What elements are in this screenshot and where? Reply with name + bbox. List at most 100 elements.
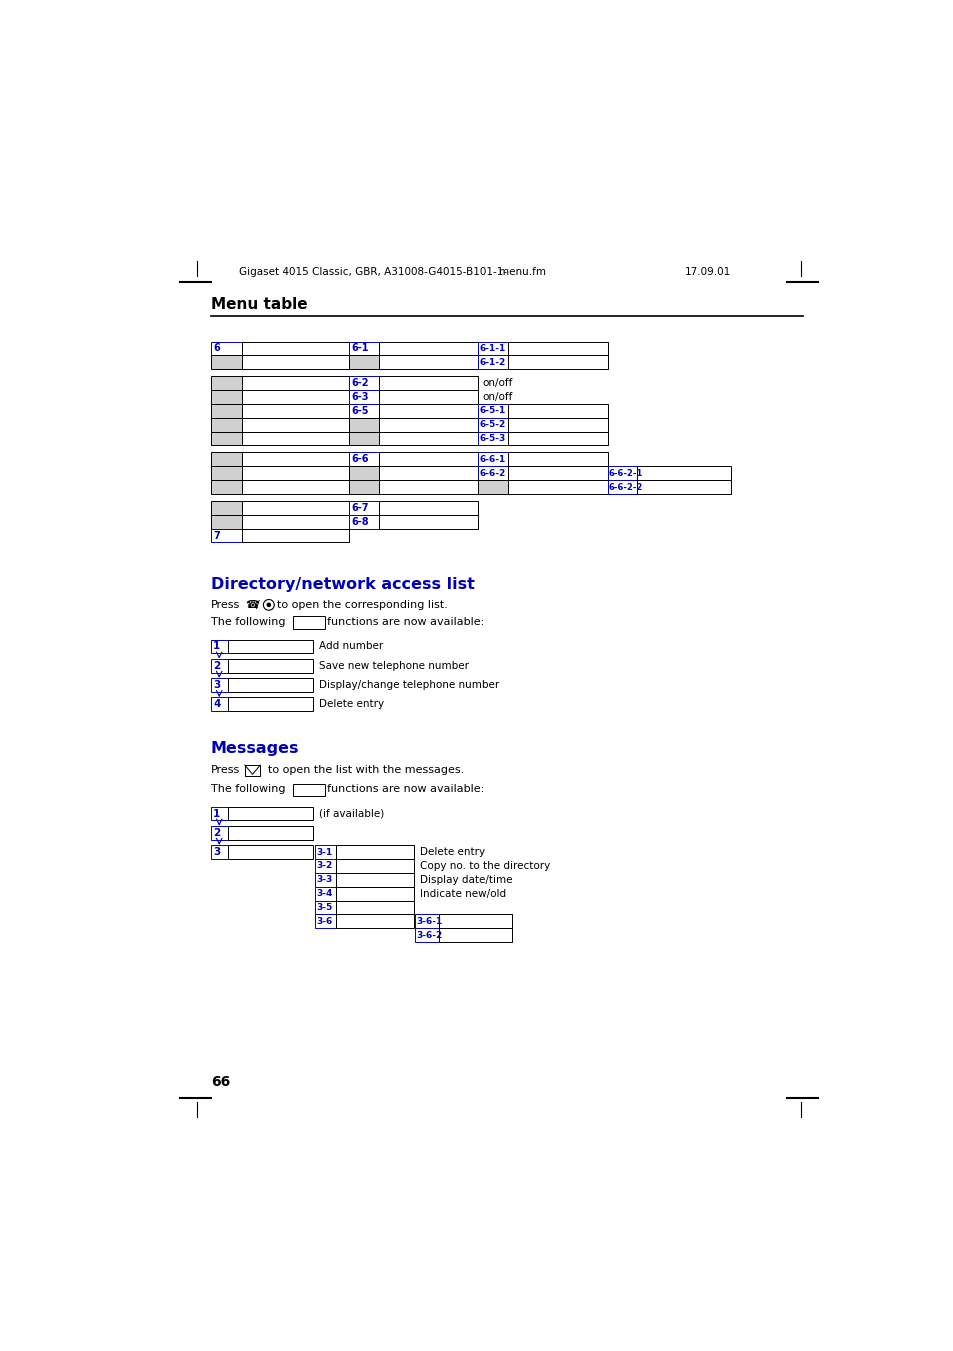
Text: 3-1: 3-1 xyxy=(315,847,332,857)
Bar xyxy=(241,376,349,390)
Text: 6-1: 6-1 xyxy=(351,343,368,354)
Bar xyxy=(241,417,349,431)
Bar xyxy=(241,480,349,494)
Bar xyxy=(349,390,378,404)
Bar xyxy=(508,355,607,369)
Bar xyxy=(241,466,349,480)
Text: 3-5: 3-5 xyxy=(315,902,332,912)
Bar xyxy=(293,616,324,628)
Bar xyxy=(477,404,508,417)
Text: 66: 66 xyxy=(211,1075,230,1089)
Bar xyxy=(378,431,477,446)
Bar xyxy=(211,480,241,494)
Bar xyxy=(378,355,477,369)
Text: Press: Press xyxy=(211,600,240,609)
Text: functions are now available:: functions are now available: xyxy=(327,784,484,794)
Bar xyxy=(241,431,349,446)
Bar xyxy=(211,528,241,543)
Bar xyxy=(211,404,241,417)
Bar xyxy=(637,480,731,494)
Bar xyxy=(335,915,414,928)
Bar xyxy=(314,859,335,873)
Text: 6-1-1: 6-1-1 xyxy=(479,345,505,353)
Bar xyxy=(211,390,241,404)
Text: Display/change telephone number: Display/change telephone number xyxy=(319,680,499,690)
Bar xyxy=(335,873,414,886)
Bar xyxy=(211,659,228,673)
Bar xyxy=(378,342,477,355)
Bar xyxy=(211,678,228,692)
Bar xyxy=(378,390,477,404)
Bar xyxy=(349,417,378,431)
Text: 6-5-3: 6-5-3 xyxy=(479,434,505,443)
Text: 3-6-2: 3-6-2 xyxy=(416,931,442,940)
Bar xyxy=(314,915,335,928)
Text: 6-1-2: 6-1-2 xyxy=(479,358,505,367)
Bar xyxy=(241,355,349,369)
Bar xyxy=(415,915,438,928)
Bar xyxy=(438,928,512,942)
Text: The following: The following xyxy=(211,617,285,627)
Text: 17.09.01: 17.09.01 xyxy=(684,267,731,277)
Text: 3-4: 3-4 xyxy=(315,889,333,898)
Bar xyxy=(241,515,349,528)
Bar xyxy=(228,639,313,654)
Text: Add number: Add number xyxy=(319,642,383,651)
Bar xyxy=(211,807,228,820)
Text: 2: 2 xyxy=(213,828,220,838)
Bar xyxy=(378,501,477,515)
Bar xyxy=(508,417,607,431)
Bar xyxy=(378,453,477,466)
Text: 6-6-2: 6-6-2 xyxy=(479,469,505,478)
Bar xyxy=(211,466,241,480)
Bar xyxy=(228,807,313,820)
Bar xyxy=(378,417,477,431)
Bar xyxy=(314,846,335,859)
Bar xyxy=(378,480,477,494)
Bar xyxy=(211,697,228,711)
Bar xyxy=(607,466,637,480)
Text: ☎: ☎ xyxy=(245,600,259,609)
Bar xyxy=(211,342,241,355)
Bar xyxy=(349,342,378,355)
Text: 6-6: 6-6 xyxy=(351,454,368,465)
Bar xyxy=(477,453,508,466)
Bar xyxy=(314,901,335,915)
Bar xyxy=(378,515,477,528)
Bar xyxy=(508,342,607,355)
Bar xyxy=(241,390,349,404)
Text: to open the list with the messages.: to open the list with the messages. xyxy=(268,766,464,775)
Text: 2: 2 xyxy=(213,661,220,670)
Bar xyxy=(241,501,349,515)
Bar xyxy=(228,825,313,840)
Text: 6-5: 6-5 xyxy=(351,405,368,416)
Bar xyxy=(228,659,313,673)
Text: Menu table: Menu table xyxy=(211,297,307,312)
Bar xyxy=(293,784,324,796)
Bar xyxy=(349,404,378,417)
Bar xyxy=(211,501,241,515)
Bar xyxy=(637,466,731,480)
Bar xyxy=(228,678,313,692)
Bar xyxy=(241,528,349,543)
Text: 7: 7 xyxy=(213,531,219,540)
Bar xyxy=(211,417,241,431)
Text: Delete entry: Delete entry xyxy=(319,700,384,709)
Text: 3-2: 3-2 xyxy=(315,862,332,870)
Bar xyxy=(349,466,378,480)
Bar xyxy=(415,928,438,942)
Text: Display date/time: Display date/time xyxy=(419,874,512,885)
Bar xyxy=(508,431,607,446)
Text: The following: The following xyxy=(211,784,285,794)
Bar xyxy=(241,453,349,466)
Bar xyxy=(335,859,414,873)
Bar xyxy=(314,886,335,901)
Bar xyxy=(241,342,349,355)
Bar xyxy=(211,431,241,446)
Text: 6-5-2: 6-5-2 xyxy=(479,420,505,430)
Bar xyxy=(349,480,378,494)
Bar xyxy=(228,697,313,711)
Text: 6-8: 6-8 xyxy=(351,516,368,527)
Bar xyxy=(211,355,241,369)
Text: Indicate new/old: Indicate new/old xyxy=(419,889,505,898)
